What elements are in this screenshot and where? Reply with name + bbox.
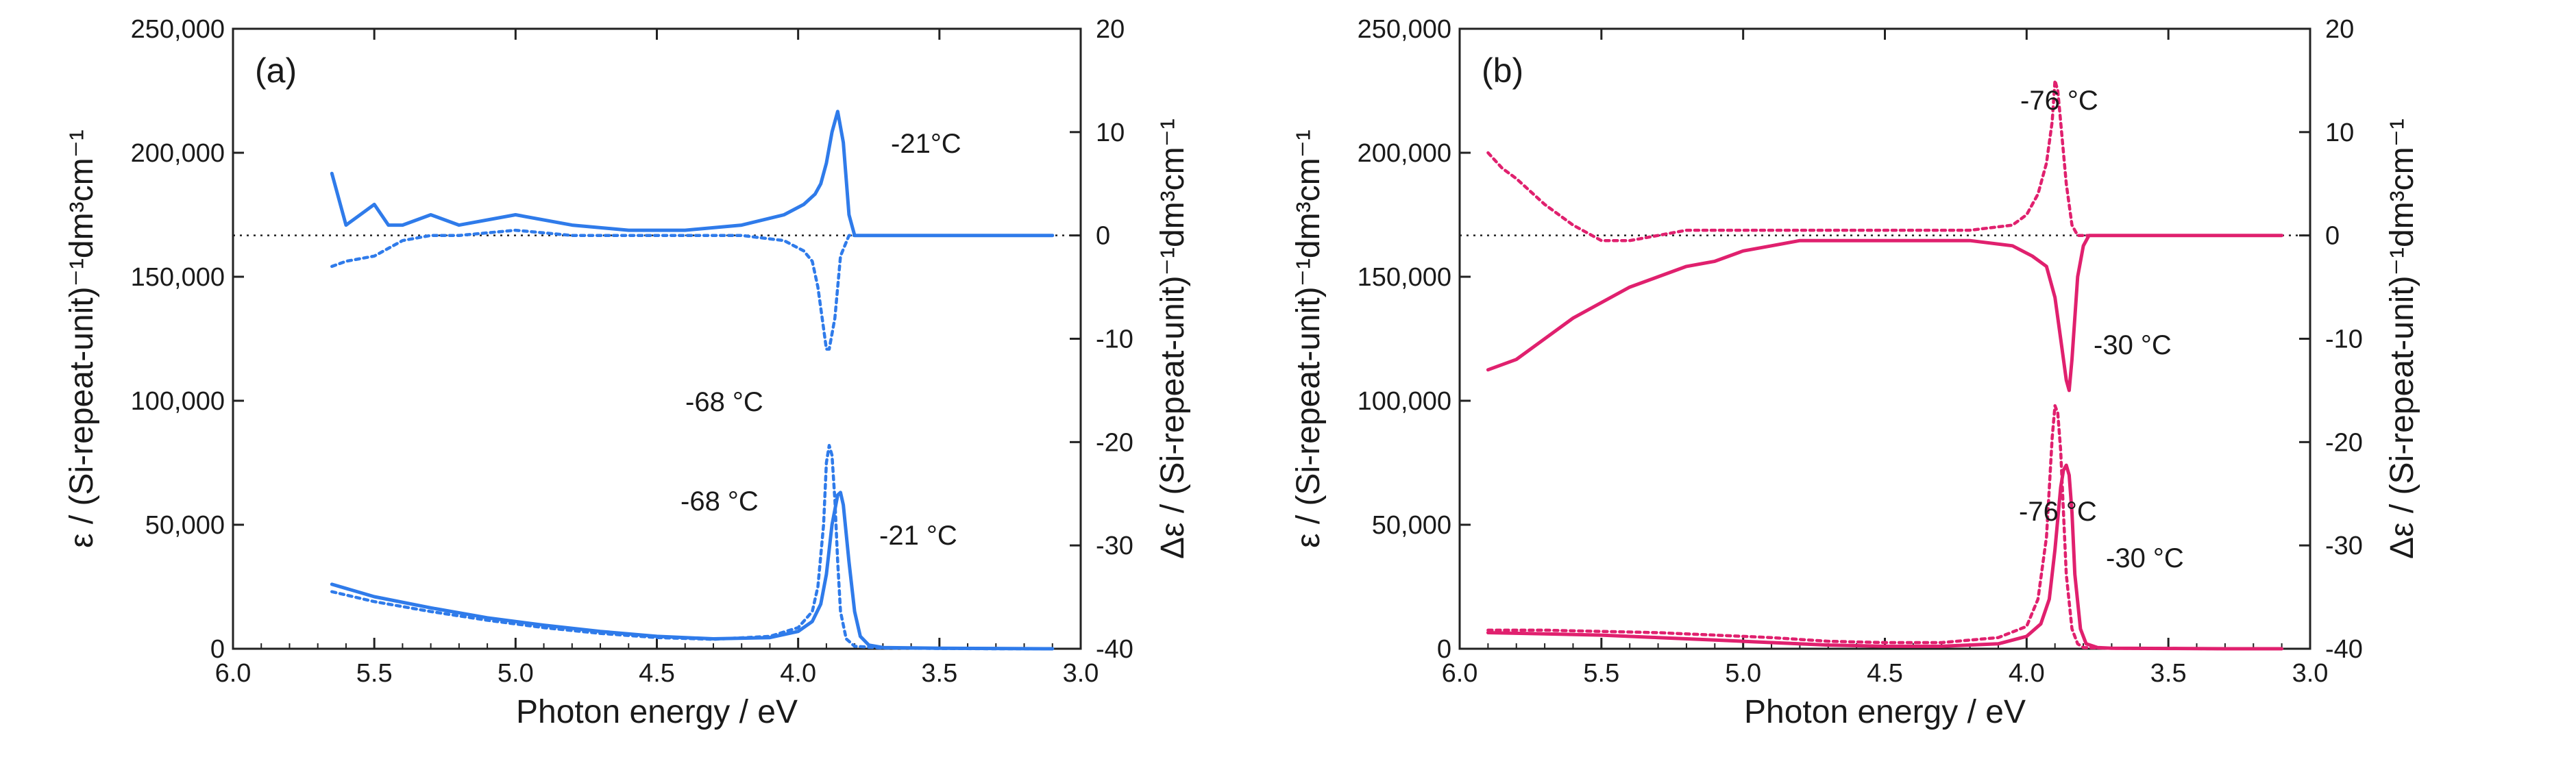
y-right-tick-label: -20 (2325, 428, 2363, 457)
y-left-tick-label: 0 (1437, 635, 1451, 664)
panel-b: 6.0 5.5 5.0 4.5 4.0 3.5 3.0 0 50,000 100,000 150,0… (1290, 15, 2420, 730)
temperature-annotation: -30 °C (2106, 543, 2184, 573)
x-tick-label: 5.5 (356, 659, 393, 688)
x-tick-label: 5.0 (1725, 659, 1761, 688)
y-right-tick-label: -20 (1096, 428, 1133, 457)
temperature-annotation: -76 °C (2019, 497, 2097, 527)
y-right-tick-label: -40 (2325, 635, 2363, 664)
x-tick-label: 4.0 (2009, 659, 2045, 688)
temperature-annotation: -68 °C (680, 486, 759, 517)
x-tick-label: 5.0 (498, 659, 534, 688)
temperature-annotation: -21°C (891, 129, 961, 159)
series-line--68-c (330, 443, 1055, 651)
temperature-annotation: -21 °C (879, 521, 957, 551)
x-axis-title: Photon energy / eV (1744, 694, 2026, 730)
y-right-axis-title: Δε / (Si-repeat-unit)⁻¹dm³cm⁻¹ (2384, 119, 2420, 559)
y-right-tick-label: 10 (2325, 119, 2354, 147)
x-tick-label: 3.5 (921, 659, 957, 688)
y-left-tick-label: 150,000 (131, 263, 225, 292)
series-line--21-c (330, 110, 1055, 238)
y-left-tick-label: 200,000 (131, 139, 225, 168)
x-tick-label: 4.0 (780, 659, 816, 688)
y-left-axis-title: ε / (Si-repeat-unit)⁻¹dm³cm⁻¹ (1290, 129, 1327, 548)
y-right-axis-title: Δε / (Si-repeat-unit)⁻¹dm³cm⁻¹ (1155, 119, 1191, 559)
y-right-tick-label: 0 (1096, 222, 1110, 251)
y-right-tick-label: 20 (1096, 15, 1125, 44)
y-right-tick-label: 0 (2325, 222, 2340, 251)
y-left-axis-title: ε / (Si-repeat-unit)⁻¹dm³cm⁻¹ (64, 129, 100, 548)
y-right-tick-label: -10 (2325, 325, 2363, 354)
y-right-tick-label: 20 (2325, 15, 2354, 44)
y-right-tick-label: -30 (2325, 532, 2363, 560)
panel-a: 6.0 5.5 5.0 4.5 4.0 3.5 3.0 0 50,000 100,000 150,0… (64, 15, 1191, 730)
y-left-tick-label: 250,000 (1358, 15, 1451, 44)
series-line--21-c (330, 490, 1055, 651)
y-left-tick-label: 100,000 (1358, 387, 1451, 416)
panel-label: (a) (255, 51, 297, 90)
x-tick-label: 3.5 (2150, 659, 2187, 688)
temperature-annotation: -76 °C (2020, 86, 2098, 116)
series-line--68-c (330, 228, 1055, 351)
y-left-tick-label: 250,000 (131, 15, 225, 44)
plot-frame (232, 27, 1082, 650)
series-line--76-c (1486, 403, 2283, 651)
panel-label: (b) (1482, 51, 1523, 90)
x-tick-label: 4.5 (1867, 659, 1903, 688)
x-axis-title: Photon energy / eV (516, 694, 798, 730)
y-left-tick-label: 50,000 (145, 511, 225, 540)
y-right-tick-label: -40 (1096, 635, 1133, 664)
x-tick-label: 6.0 (1442, 659, 1478, 688)
y-left-tick-label: 100,000 (131, 387, 225, 416)
series-line--76-c (1486, 79, 2283, 243)
series-line--30-c (1486, 234, 2284, 393)
x-tick-label: 6.0 (215, 659, 252, 688)
x-tick-label: 3.0 (1063, 659, 1099, 688)
x-tick-label: 5.5 (1583, 659, 1619, 688)
y-right-tick-label: 10 (1096, 119, 1125, 147)
y-left-tick-label: 0 (210, 635, 225, 664)
x-tick-label: 4.5 (639, 659, 675, 688)
x-tick-label: 3.0 (2292, 659, 2329, 688)
y-right-tick-label: -10 (1096, 325, 1133, 354)
y-right-tick-label: -30 (1096, 532, 1133, 560)
temperature-annotation: -68 °C (685, 387, 763, 417)
y-left-tick-label: 50,000 (1372, 511, 1451, 540)
y-left-tick-label: 150,000 (1358, 263, 1451, 292)
temperature-annotation: -30 °C (2094, 330, 2172, 360)
y-left-tick-label: 200,000 (1358, 139, 1451, 168)
series-line--30-c (1486, 463, 2284, 651)
